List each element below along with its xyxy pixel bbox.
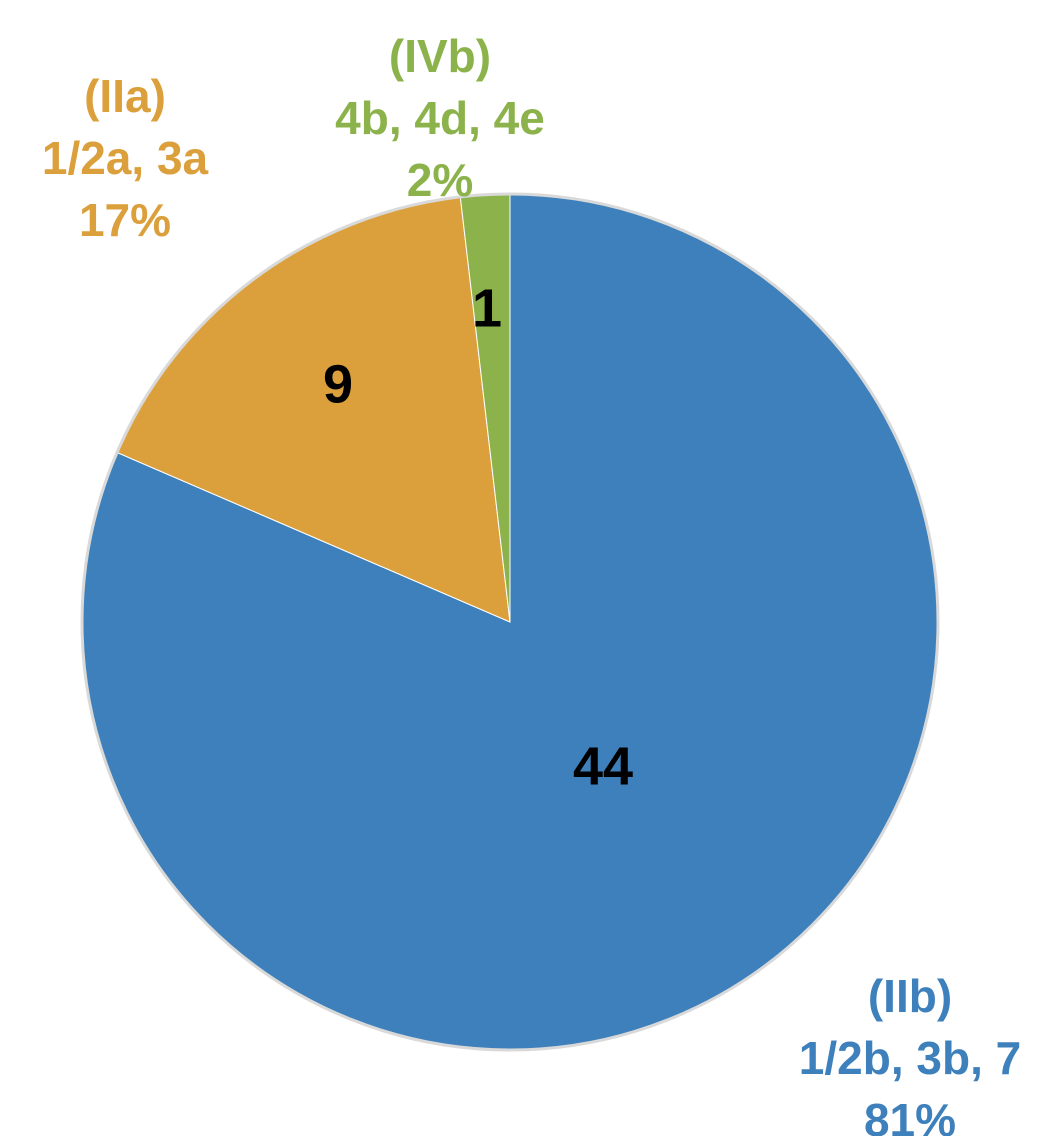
category-label: (IVb) [389,30,491,82]
percentage-label: 17% [79,194,171,246]
category-detail: 1/2b, 3b, 7 [799,1032,1021,1084]
value-label: 44 [573,736,633,796]
category-label: (IIa) [84,70,166,122]
value-label: 1 [472,278,502,338]
percentage-label: 81% [864,1094,956,1136]
pie-outline [80,192,940,1052]
percentage-label: 2% [407,154,473,206]
category-detail: 4b, 4d, 4e [335,92,545,144]
category-label: (IIb) [868,970,952,1022]
value-label: 9 [323,354,353,414]
category-detail: 1/2a, 3a [42,132,209,184]
